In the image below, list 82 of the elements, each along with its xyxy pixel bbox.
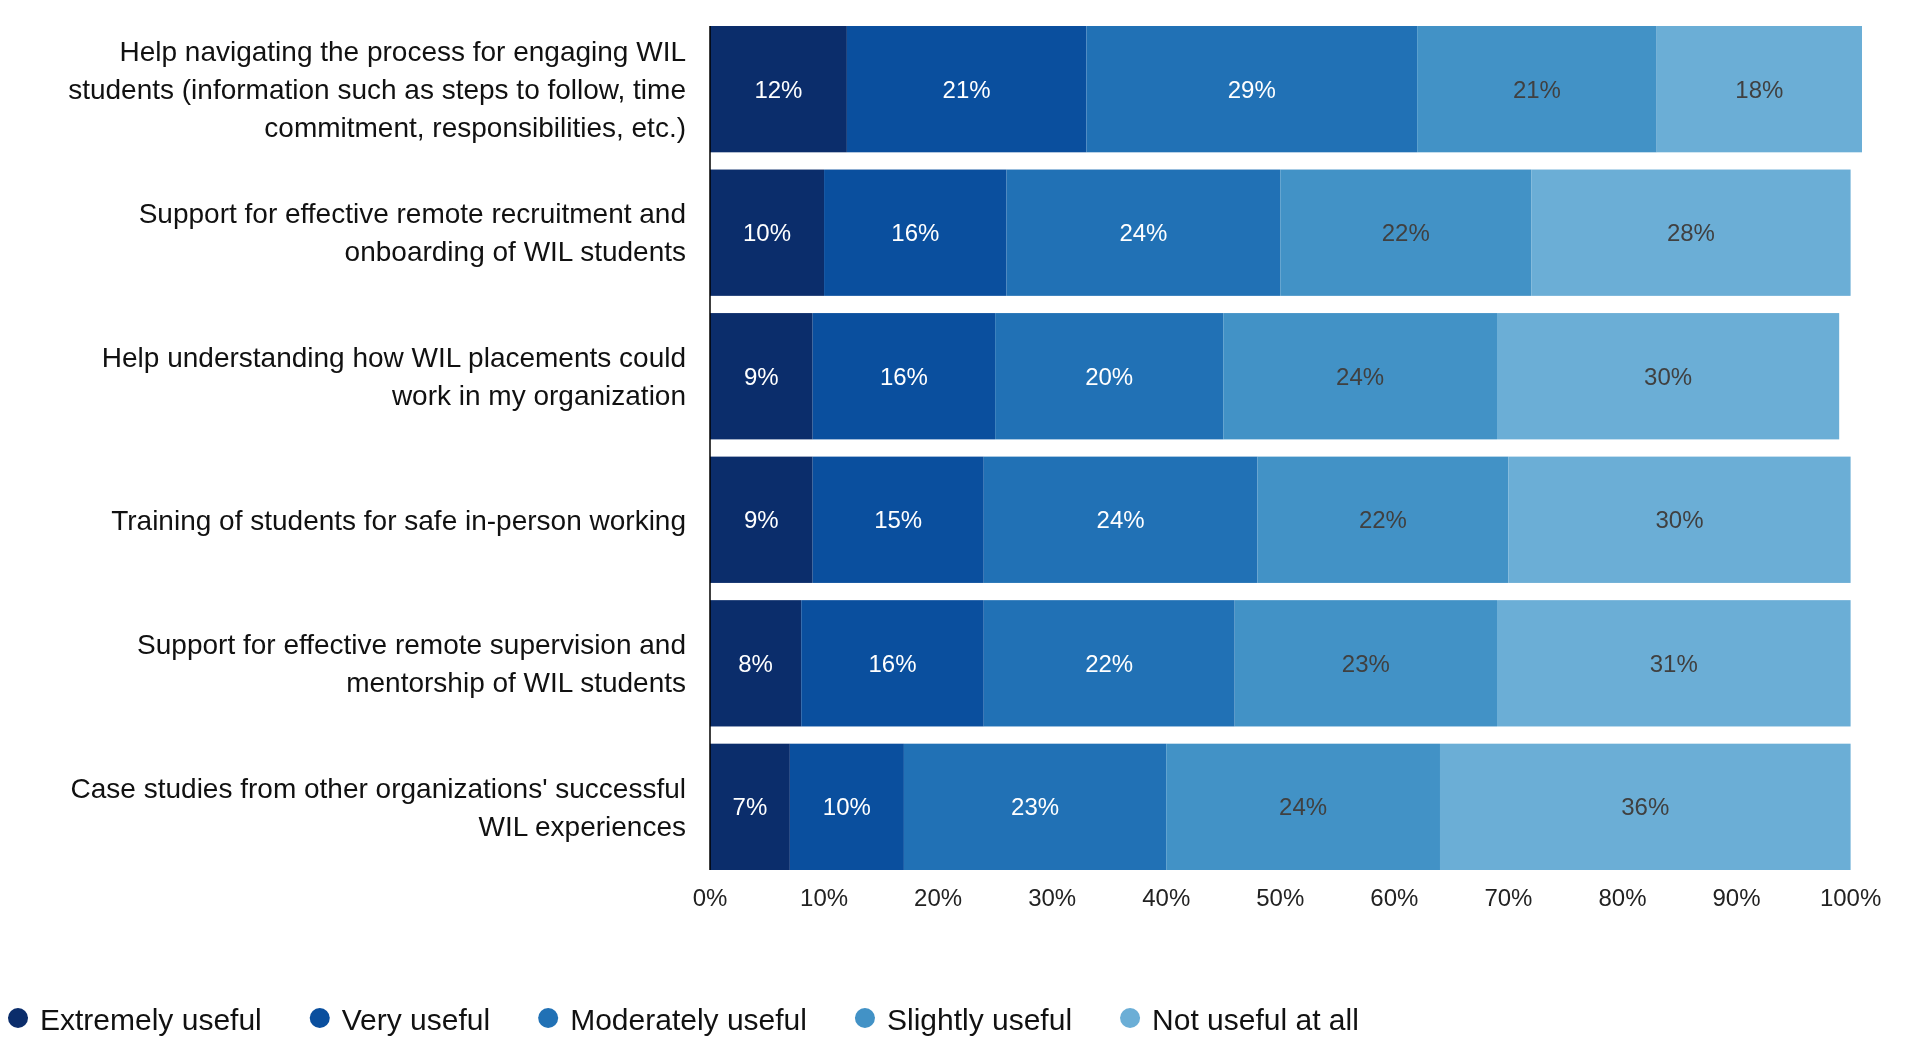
y-tick-label: Help understanding how WIL placements could work in my organization — [101, 342, 686, 412]
x-tick-label: 0% — [692, 884, 728, 911]
bar — [710, 313, 813, 440]
data-label: 36% — [1621, 793, 1670, 821]
data-label: 16% — [879, 362, 928, 390]
bar — [824, 169, 1007, 296]
bar — [1223, 313, 1498, 440]
y-tick-label: Support for effective remote recruitment and onboarding of WIL students — [138, 198, 686, 268]
data-label: 9% — [743, 506, 779, 534]
data-label: 30% — [1644, 362, 1693, 390]
data-label: 31% — [1649, 649, 1698, 677]
x-tick-label: 90% — [1712, 884, 1761, 911]
bar — [1234, 600, 1498, 727]
legend-label: Slightly useful — [886, 1003, 1073, 1036]
x-tick-label: 50% — [1256, 884, 1305, 911]
legend-label: Moderately useful — [570, 1003, 807, 1036]
bar — [1497, 600, 1851, 727]
bar — [1439, 743, 1851, 870]
bar — [710, 600, 802, 727]
bar — [789, 743, 904, 870]
data-label: 30% — [1655, 506, 1704, 534]
data-label: 15% — [874, 506, 923, 534]
x-tick-label: 20% — [914, 884, 963, 911]
data-label: 24% — [1119, 219, 1168, 247]
x-tick-label: 30% — [1028, 884, 1077, 911]
data-label: 16% — [868, 649, 917, 677]
data-label: 24% — [1096, 506, 1145, 534]
bar — [812, 456, 984, 583]
bar — [801, 600, 984, 727]
y-tick-label: Training of students for safe in-person working — [111, 504, 686, 536]
bar — [1006, 169, 1281, 296]
data-label: 8% — [738, 649, 773, 677]
bar — [1257, 456, 1509, 583]
data-label: 23% — [1341, 649, 1390, 677]
bar — [1086, 26, 1418, 153]
bar — [1417, 26, 1657, 153]
x-tick-label: 40% — [1142, 884, 1191, 911]
y-tick-label: Help navigating the process for engaging WIL students (information such as steps to follow, time commitment, responsibilities, etc.) — [68, 35, 686, 143]
bar — [710, 169, 825, 296]
data-label: 22% — [1381, 219, 1430, 247]
data-label: 9% — [743, 362, 779, 390]
bar — [983, 456, 1258, 583]
bar — [1280, 169, 1532, 296]
bar — [812, 313, 996, 440]
data-label: 21% — [1512, 75, 1561, 103]
data-label: 24% — [1279, 793, 1328, 821]
data-label: 24% — [1336, 362, 1385, 390]
bar — [995, 313, 1224, 440]
bar — [983, 600, 1235, 727]
data-label: 28% — [1666, 219, 1715, 247]
bar — [1656, 26, 1862, 153]
legend-label: Very useful — [341, 1003, 491, 1036]
x-tick-label: 70% — [1484, 884, 1533, 911]
data-label: 22% — [1358, 506, 1407, 534]
bar — [903, 743, 1167, 870]
data-label: 10% — [822, 793, 871, 821]
bar — [846, 26, 1087, 153]
y-tick-label: Support for effective remote supervision and mentorship of WIL students — [137, 629, 686, 699]
data-label: 29% — [1227, 75, 1276, 103]
x-tick-label: 60% — [1370, 884, 1419, 911]
data-label: 12% — [754, 75, 803, 103]
data-label: 22% — [1085, 649, 1134, 677]
data-label: 7% — [732, 793, 768, 821]
legend-label: Not useful at all — [1152, 1003, 1359, 1036]
bar — [710, 456, 813, 583]
data-label: 20% — [1085, 362, 1134, 390]
legend-label: Extremely useful — [40, 1003, 262, 1036]
data-label: 23% — [1011, 793, 1060, 821]
bar — [1508, 456, 1851, 583]
data-label: 16% — [891, 219, 940, 247]
bar — [710, 26, 847, 153]
data-label: 21% — [942, 75, 991, 103]
x-tick-label: 80% — [1598, 884, 1647, 911]
bar — [1497, 313, 1840, 440]
bar — [1166, 743, 1440, 870]
data-label: 18% — [1735, 75, 1784, 103]
data-label: 10% — [743, 219, 792, 247]
bar — [1531, 169, 1851, 296]
x-tick-label: 100% — [1819, 884, 1882, 911]
y-tick-label: Case studies from other organizations' successful WIL experiences — [70, 772, 686, 842]
x-tick-label: 10% — [800, 884, 849, 911]
bar — [710, 743, 790, 870]
